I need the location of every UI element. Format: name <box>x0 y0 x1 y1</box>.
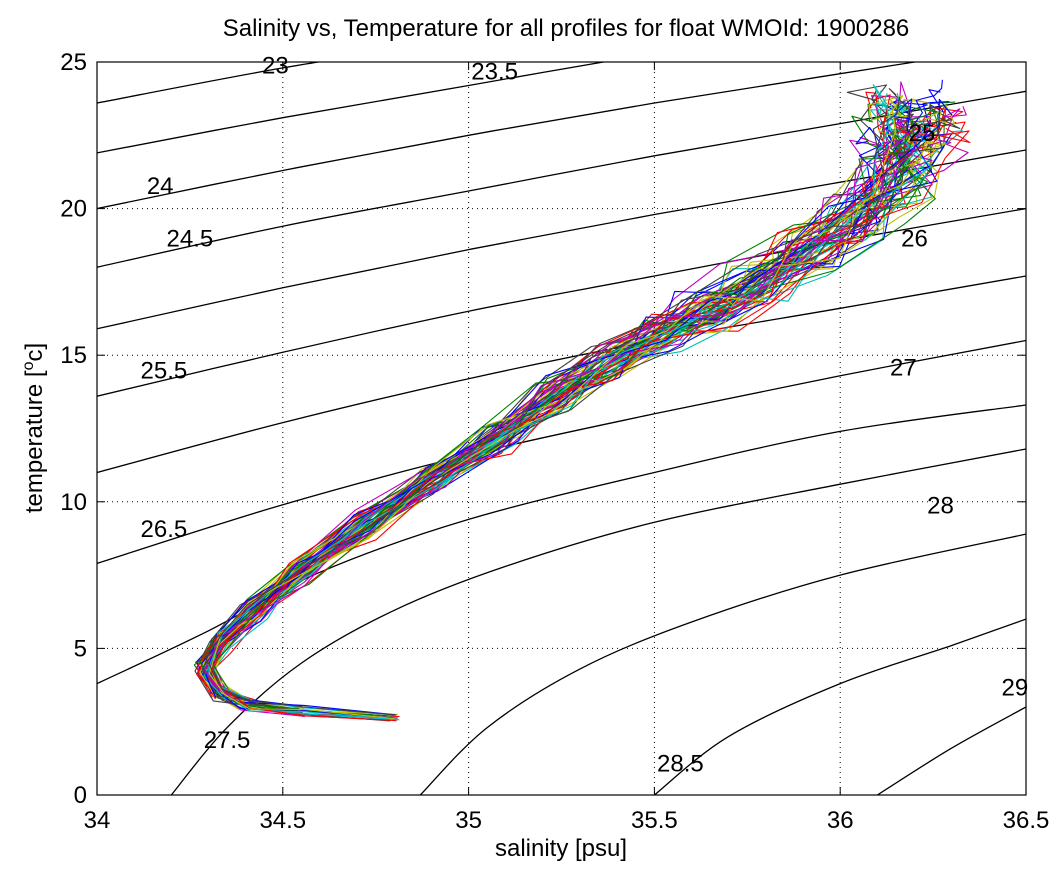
y-axis-label-main: temperature [ <box>21 370 48 513</box>
density-contour-line <box>97 62 919 210</box>
grid-lines <box>97 62 1026 795</box>
contour-labels: 23 23.5 24 24.5 25 25.5 26 26.5 27 27.5 28 28.5 29 <box>141 53 1029 778</box>
profile-line <box>210 127 971 706</box>
float-profiles <box>193 79 971 722</box>
density-contour-line <box>97 62 607 154</box>
x-tick-label: 35.5 <box>631 807 678 834</box>
density-contour-line <box>653 618 1026 795</box>
y-tick-label: 20 <box>60 196 87 223</box>
density-contour-line <box>97 404 1026 685</box>
x-axis-ticks: 34 34.5 35 35.5 36 36.5 <box>84 62 1050 834</box>
y-tick-label: 25 <box>60 49 87 76</box>
x-tick-label: 34.5 <box>259 807 306 834</box>
density-contour-label: 23 <box>262 53 289 80</box>
density-contour-line <box>419 533 1026 795</box>
density-contour-label: 26.5 <box>141 516 188 543</box>
density-contour-label: 24.5 <box>167 226 214 253</box>
profile-line <box>207 138 940 710</box>
density-contour-label: 29 <box>1002 674 1029 701</box>
x-tick-label: 36 <box>827 807 854 834</box>
density-contour-label: 25 <box>909 120 936 147</box>
y-tick-label: 0 <box>74 782 87 809</box>
density-contour-line <box>97 339 1026 565</box>
plot-frame <box>96 61 1027 796</box>
profile-line <box>213 103 906 711</box>
y-tick-label: 15 <box>60 342 87 369</box>
density-contour-line <box>877 706 1026 795</box>
y-axis-label-superscript: o <box>20 361 37 370</box>
density-contour-label: 28.5 <box>657 751 704 778</box>
profile-line <box>205 93 890 700</box>
density-contour-label: 26 <box>901 226 928 253</box>
density-contour-label: 25.5 <box>141 358 188 385</box>
y-axis-label-tail: c] <box>21 343 48 362</box>
x-axis-label: salinity [psu] <box>495 835 627 862</box>
profile-line <box>211 125 918 722</box>
y-axis-label: temperature [oc] <box>20 343 48 513</box>
x-tick-label: 36.5 <box>1003 807 1050 834</box>
density-contour-label: 28 <box>927 493 954 520</box>
profile-line <box>208 99 902 720</box>
density-contour-line <box>97 62 323 104</box>
density-contour-label: 27 <box>890 355 917 382</box>
density-contour-label: 23.5 <box>471 59 518 86</box>
profile-line <box>202 106 967 703</box>
x-tick-label: 35 <box>455 807 482 834</box>
profile-line <box>209 98 938 716</box>
density-contour-label: 27.5 <box>204 727 251 754</box>
density-contour-label: 24 <box>147 173 174 200</box>
x-tick-label: 34 <box>84 807 111 834</box>
chart-title: Salinity vs, Temperature for all profile… <box>223 15 910 42</box>
profile-line <box>203 126 922 708</box>
y-tick-label: 5 <box>74 635 87 662</box>
y-tick-label: 10 <box>60 489 87 516</box>
profile-line <box>206 139 902 695</box>
density-contour-line <box>97 275 1026 474</box>
y-axis-ticks: 0 5 10 15 20 25 <box>60 49 1026 809</box>
profile-line <box>201 88 910 711</box>
profile-line <box>205 96 901 716</box>
profile-line <box>214 111 932 690</box>
